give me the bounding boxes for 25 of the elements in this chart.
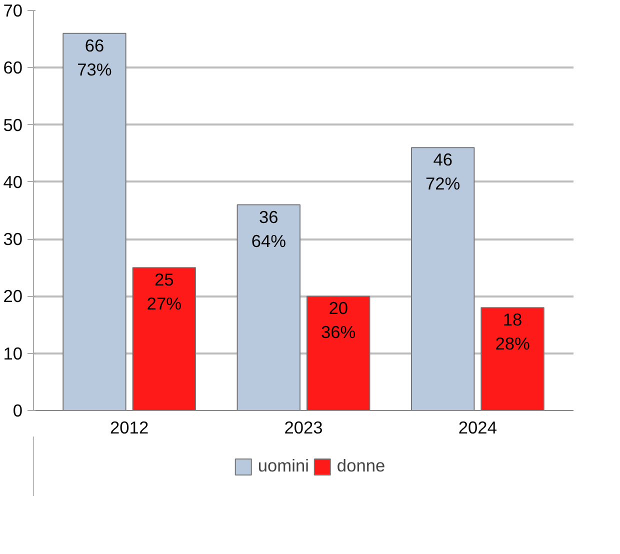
data-label: 66 73%	[77, 35, 112, 80]
data-label: 18 28%	[495, 310, 530, 354]
bar	[62, 32, 126, 410]
y-tick-label: 40	[3, 172, 23, 192]
data-label: 20 36%	[321, 298, 356, 342]
y-tick-label: 30	[3, 229, 23, 250]
y-tick-label: 60	[3, 58, 23, 78]
x-tick-label: 2023	[284, 418, 323, 438]
y-tick-label: 0	[12, 400, 23, 420]
x-tick-label: 2012	[110, 418, 149, 438]
x-tick-label: 2024	[458, 418, 498, 438]
y-tick-label: 20	[3, 286, 23, 306]
y-tick-label: 70	[3, 0, 23, 20]
y-tick-label: 50	[3, 114, 23, 135]
legend-label: uomini	[258, 456, 309, 476]
data-label: 25 27%	[146, 270, 182, 314]
data-label: 46 72%	[426, 150, 460, 194]
bar	[306, 296, 370, 410]
bar	[480, 307, 544, 410]
legend-label: donne	[336, 456, 386, 476]
bar	[236, 204, 301, 410]
data-label: 36 64%	[251, 206, 286, 251]
bar	[411, 147, 475, 410]
y-tick-label: 10	[3, 343, 23, 364]
bar	[132, 267, 196, 410]
